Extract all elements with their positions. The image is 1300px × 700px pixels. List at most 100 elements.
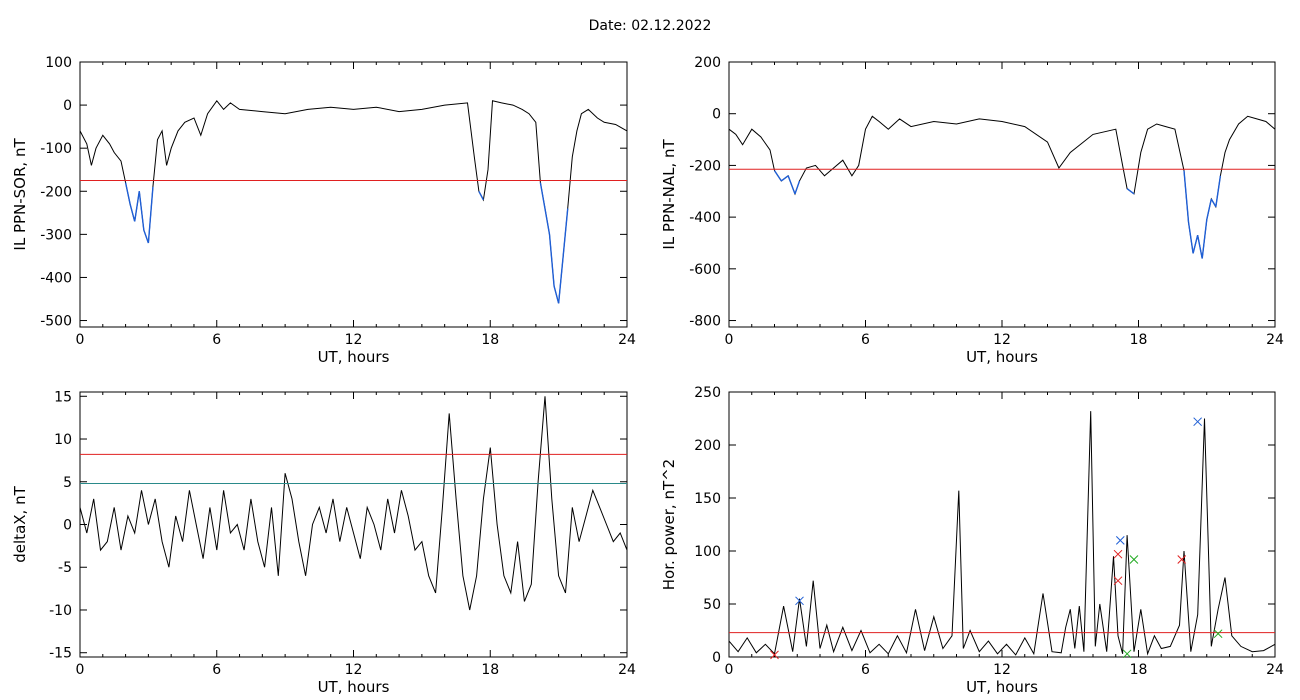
- series-highlight-segment: [1196, 235, 1203, 259]
- y-tick-label: -100: [40, 141, 72, 157]
- y-tick-label: 50: [703, 597, 721, 613]
- x-tick-label: 24: [1266, 332, 1284, 348]
- x-tick-label: 24: [618, 662, 636, 678]
- marker-stroke: [1213, 629, 1223, 639]
- series-highlight-segment: [780, 175, 789, 182]
- x-tick-label: 12: [993, 332, 1011, 348]
- x-tick-label: 12: [345, 332, 363, 348]
- y-tick-label: 0: [63, 518, 72, 534]
- x-tick-label: 18: [1130, 332, 1148, 348]
- marker-red: [1177, 555, 1187, 564]
- series-highlight-segment: [147, 186, 154, 244]
- series-highlight-segment: [548, 234, 555, 287]
- x-axis-label: UT, hours: [966, 678, 1038, 696]
- series-highlight-segment: [773, 170, 782, 182]
- marker-blue: [1115, 536, 1125, 545]
- marker-green: [1122, 649, 1132, 659]
- series-highlight-segment: [138, 191, 145, 231]
- chart-panel-2: 0 6 12 18 24 200 0 -200 -400 -600 -800 UT, hours IL …: [660, 55, 1284, 366]
- y-tick-label: -200: [689, 158, 721, 174]
- series-highlight-segment: [1206, 198, 1212, 220]
- y-tick-label: 250: [694, 385, 721, 401]
- marker-red: [1113, 549, 1123, 559]
- x-tick-label: 6: [861, 662, 870, 678]
- x-tick-label: 24: [1266, 662, 1284, 678]
- marker-stroke: [795, 596, 804, 606]
- y-tick-label: -5: [58, 560, 72, 576]
- marker-green: [1213, 629, 1223, 639]
- series-line: [728, 411, 1276, 656]
- y-tick-label: -600: [689, 262, 721, 278]
- y-tick-label: 200: [694, 55, 721, 71]
- y-tick-label: -500: [40, 314, 72, 330]
- chart-panel-1: 0 6 12 18 24 100 0 -100 -200 -300 -400 -500 UT, hour…: [11, 55, 636, 366]
- plot-frame: [79, 391, 628, 658]
- x-tick-label: 12: [993, 662, 1011, 678]
- marker-stroke: [1193, 417, 1203, 427]
- x-tick-label: 6: [212, 332, 221, 348]
- x-tick-label: 18: [481, 332, 499, 348]
- series-highlight-segment: [1215, 175, 1222, 207]
- marker-blue: [795, 596, 804, 606]
- marker-stroke: [1129, 555, 1139, 564]
- series-highlight-segment: [539, 182, 546, 209]
- x-tick-label: 12: [345, 662, 363, 678]
- y-tick-label: -10: [49, 603, 72, 619]
- y-tick-label: 100: [45, 55, 72, 71]
- x-tick-label: 18: [1130, 662, 1148, 678]
- x-axis-label: UT, hours: [318, 678, 390, 696]
- y-tick-label: -15: [49, 646, 72, 662]
- y-tick-label: 100: [694, 544, 721, 560]
- y-tick-label: 200: [694, 438, 721, 454]
- x-axis-label: UT, hours: [966, 348, 1038, 366]
- x-tick-label: 0: [76, 332, 85, 348]
- series-highlight-segment: [794, 180, 801, 195]
- x-tick-label: 6: [861, 332, 870, 348]
- plot-frame: [728, 391, 1276, 658]
- y-tick-label: -400: [689, 210, 721, 226]
- y-tick-label: -800: [689, 314, 721, 330]
- marker-green: [1129, 555, 1139, 564]
- series-line: [728, 115, 1276, 259]
- marker-stroke: [1122, 649, 1132, 659]
- marker-stroke: [1177, 555, 1187, 564]
- y-tick-label: 10: [54, 432, 72, 448]
- marker-red: [770, 650, 779, 660]
- series-highlight-segment: [124, 182, 131, 205]
- series-highlight-segment: [1210, 198, 1217, 208]
- series-highlight-segment: [129, 204, 136, 222]
- y-tick-label: 0: [712, 107, 721, 123]
- y-tick-label: 150: [694, 491, 721, 507]
- y-tick-label: 0: [63, 98, 72, 114]
- marker-stroke: [1113, 549, 1123, 559]
- marker-stroke: [770, 650, 779, 660]
- y-axis-label: Hor. power, nT^2: [660, 459, 678, 590]
- x-axis-label: UT, hours: [318, 348, 390, 366]
- y-tick-label: -300: [40, 227, 72, 243]
- chart-panel-4: 0 6 12 18 24 250 200 150 100 50 0 UT, hours Hor. pow…: [660, 385, 1284, 696]
- chart-panel-3: 0 6 12 18 24 15 10 5 0 -5 -10 -15 UT, hours deltaX, n…: [11, 389, 636, 696]
- marker-stroke: [1113, 576, 1123, 586]
- marker-stroke: [1115, 536, 1125, 545]
- series-highlight-segment: [134, 191, 140, 222]
- y-tick-label: 0: [712, 650, 721, 666]
- y-tick-label: -200: [40, 184, 72, 200]
- series-highlight-segment: [1183, 170, 1190, 223]
- y-tick-label: 5: [63, 475, 72, 491]
- series-highlight-segment: [544, 208, 551, 235]
- series-highlight-segment: [1126, 188, 1135, 195]
- marker-blue: [1193, 417, 1203, 427]
- x-tick-label: 0: [725, 332, 734, 348]
- series-highlight-segment: [553, 285, 560, 304]
- y-axis-label: deltaX, nT: [11, 485, 29, 562]
- marker-red: [1113, 576, 1123, 586]
- y-tick-label: 15: [54, 389, 72, 405]
- series-line: [79, 396, 628, 611]
- x-tick-label: 24: [618, 332, 636, 348]
- series-highlight-segment: [478, 190, 485, 201]
- x-tick-label: 0: [76, 662, 85, 678]
- x-tick-label: 6: [212, 662, 221, 678]
- x-tick-label: 18: [481, 662, 499, 678]
- page-title: Date: 02.12.2022: [588, 18, 712, 34]
